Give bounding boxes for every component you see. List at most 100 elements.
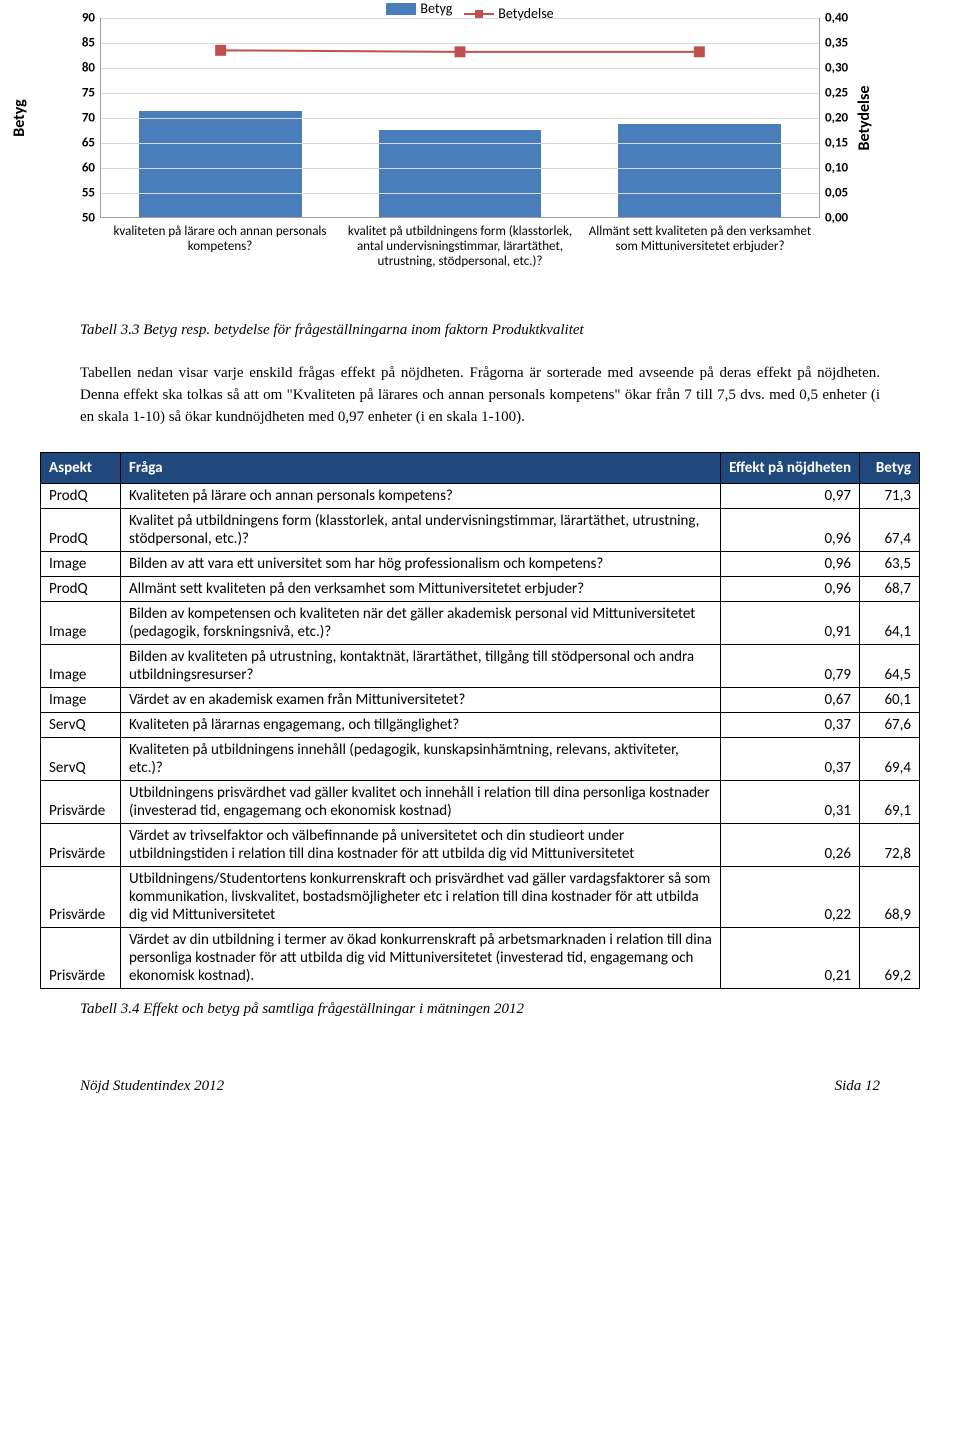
chart-betyg-betydelse: BetygBetydelse 500,00550,05600,10650,157…: [60, 0, 880, 310]
ytick-right: 0,40: [819, 11, 848, 26]
table-row: ProdQKvalitet på utbildningens form (kla…: [41, 509, 920, 552]
table-cell: Kvaliteten på lärare och annan personals…: [121, 484, 721, 509]
table-cell: 68,7: [860, 577, 920, 602]
table-cell: Prisvärde: [41, 781, 121, 824]
ytick-left: 55: [82, 186, 101, 201]
ytick-left: 65: [82, 136, 101, 151]
table-row: ProdQAllmänt sett kvaliteten på den verk…: [41, 577, 920, 602]
table-row: ProdQKvaliteten på lärare och annan pers…: [41, 484, 920, 509]
table-cell: 0,37: [721, 713, 860, 738]
table-cell: 60,1: [860, 688, 920, 713]
table-row: ServQKvaliteten på utbildningens innehål…: [41, 738, 920, 781]
table-cell: Värdet av trivselfaktor och välbefinnand…: [121, 824, 721, 867]
table-cell: Kvaliteten på lärarnas engagemang, och t…: [121, 713, 721, 738]
ytick-left: 70: [82, 111, 101, 126]
table-cell: 0,31: [721, 781, 860, 824]
table-cell: 0,22: [721, 867, 860, 928]
table-row: ImageBilden av att vara ett universitet …: [41, 552, 920, 577]
table-row: ImageBilden av kompetensen och kvalitete…: [41, 602, 920, 645]
table-cell: Image: [41, 688, 121, 713]
col-header-aspekt: Aspekt: [41, 453, 121, 484]
table-row: ImageBilden av kvaliteten på utrustning,…: [41, 645, 920, 688]
footer-right: Sida 12: [835, 1078, 880, 1095]
table-row: ImageVärdet av en akademisk examen från …: [41, 688, 920, 713]
ytick-left: 50: [82, 211, 101, 226]
table-cell: 0,91: [721, 602, 860, 645]
x-label: Allmänt sett kvaliteten på den verksamhe…: [580, 222, 820, 271]
table-cell: 63,5: [860, 552, 920, 577]
x-label: kvaliteten på lärare och annan personals…: [100, 222, 340, 271]
table-row: PrisvärdeUtbildningens prisvärdhet vad g…: [41, 781, 920, 824]
table-cell: Image: [41, 552, 121, 577]
table-cell: Kvalitet på utbildningens form (klasstor…: [121, 509, 721, 552]
table-cell: Image: [41, 602, 121, 645]
table-cell: 68,9: [860, 867, 920, 928]
table-cell: Utbildningens/Studentortens konkurrenskr…: [121, 867, 721, 928]
chart-x-labels: kvaliteten på lärare och annan personals…: [100, 222, 820, 271]
legend-item: Betyg: [386, 0, 452, 17]
table-cell: ServQ: [41, 713, 121, 738]
ytick-right: 0,20: [819, 111, 848, 126]
table-cell: 0,37: [721, 738, 860, 781]
ytick-left: 90: [82, 11, 101, 26]
table-cell: 0,97: [721, 484, 860, 509]
table-cell: ProdQ: [41, 484, 121, 509]
table-header-row: Aspekt Fråga Effekt på nöjdheten Betyg: [41, 453, 920, 484]
caption-tabell-3-4: Tabell 3.4 Effekt och betyg på samtliga …: [80, 1001, 880, 1018]
table-cell: Image: [41, 645, 121, 688]
ytick-left: 75: [82, 86, 101, 101]
table-cell: Bilden av kompetensen och kvaliteten när…: [121, 602, 721, 645]
table-cell: Utbildningens prisvärdhet vad gäller kva…: [121, 781, 721, 824]
ytick-right: 0,25: [819, 86, 848, 101]
table-cell: 67,4: [860, 509, 920, 552]
ytick-right: 0,00: [819, 211, 848, 226]
ytick-left: 85: [82, 36, 101, 51]
table-cell: 0,26: [721, 824, 860, 867]
table-cell: 64,1: [860, 602, 920, 645]
table-cell: 0,96: [721, 577, 860, 602]
ytick-right: 0,35: [819, 36, 848, 51]
table-cell: 64,5: [860, 645, 920, 688]
table-row: ServQKvaliteten på lärarnas engagemang, …: [41, 713, 920, 738]
table-cell: 69,2: [860, 928, 920, 989]
table-cell: 0,96: [721, 509, 860, 552]
col-header-effekt: Effekt på nöjdheten: [721, 453, 860, 484]
table-cell: 71,3: [860, 484, 920, 509]
table-cell: Prisvärde: [41, 928, 121, 989]
table-cell: Allmänt sett kvaliteten på den verksamhe…: [121, 577, 721, 602]
table-cell: Värdet av en akademisk examen från Mittu…: [121, 688, 721, 713]
table-cell: Kvaliteten på utbildningens innehåll (pe…: [121, 738, 721, 781]
caption-tabell-3-3: Tabell 3.3 Betyg resp. betydelse för frå…: [80, 322, 880, 339]
table-cell: Bilden av att vara ett universitet som h…: [121, 552, 721, 577]
table-body: ProdQKvaliteten på lärare och annan pers…: [41, 484, 920, 989]
ytick-right: 0,30: [819, 61, 848, 76]
table-cell: Bilden av kvaliteten på utrustning, kont…: [121, 645, 721, 688]
table-cell: ServQ: [41, 738, 121, 781]
table-row: PrisvärdeVärdet av din utbildning i term…: [41, 928, 920, 989]
table-cell: Prisvärde: [41, 867, 121, 928]
table-row: PrisvärdeUtbildningens/Studentortens kon…: [41, 867, 920, 928]
table-row: PrisvärdeVärdet av trivselfaktor och väl…: [41, 824, 920, 867]
table-effekt-betyg: Aspekt Fråga Effekt på nöjdheten Betyg P…: [40, 452, 920, 989]
table-cell: Värdet av din utbildning i termer av öka…: [121, 928, 721, 989]
table-cell: 0,21: [721, 928, 860, 989]
table-cell: 0,67: [721, 688, 860, 713]
table-cell: ProdQ: [41, 577, 121, 602]
ytick-right: 0,10: [819, 161, 848, 176]
page-footer: Nöjd Studentindex 2012 Sida 12: [80, 1078, 880, 1095]
ytick-right: 0,05: [819, 186, 848, 201]
ytick-left: 60: [82, 161, 101, 176]
axis-label-left: Betyg: [10, 99, 29, 136]
table-cell: 72,8: [860, 824, 920, 867]
table-cell: 69,4: [860, 738, 920, 781]
table-cell: 0,79: [721, 645, 860, 688]
table-cell: Prisvärde: [41, 824, 121, 867]
ytick-left: 80: [82, 61, 101, 76]
ytick-right: 0,15: [819, 136, 848, 151]
footer-left: Nöjd Studentindex 2012: [80, 1078, 224, 1095]
table-cell: 67,6: [860, 713, 920, 738]
table-cell: 69,1: [860, 781, 920, 824]
axis-label-right: Betydelse: [855, 86, 874, 151]
table-cell: 0,96: [721, 552, 860, 577]
chart-plot-area: 500,00550,05600,10650,15700,20750,25800,…: [100, 18, 820, 218]
